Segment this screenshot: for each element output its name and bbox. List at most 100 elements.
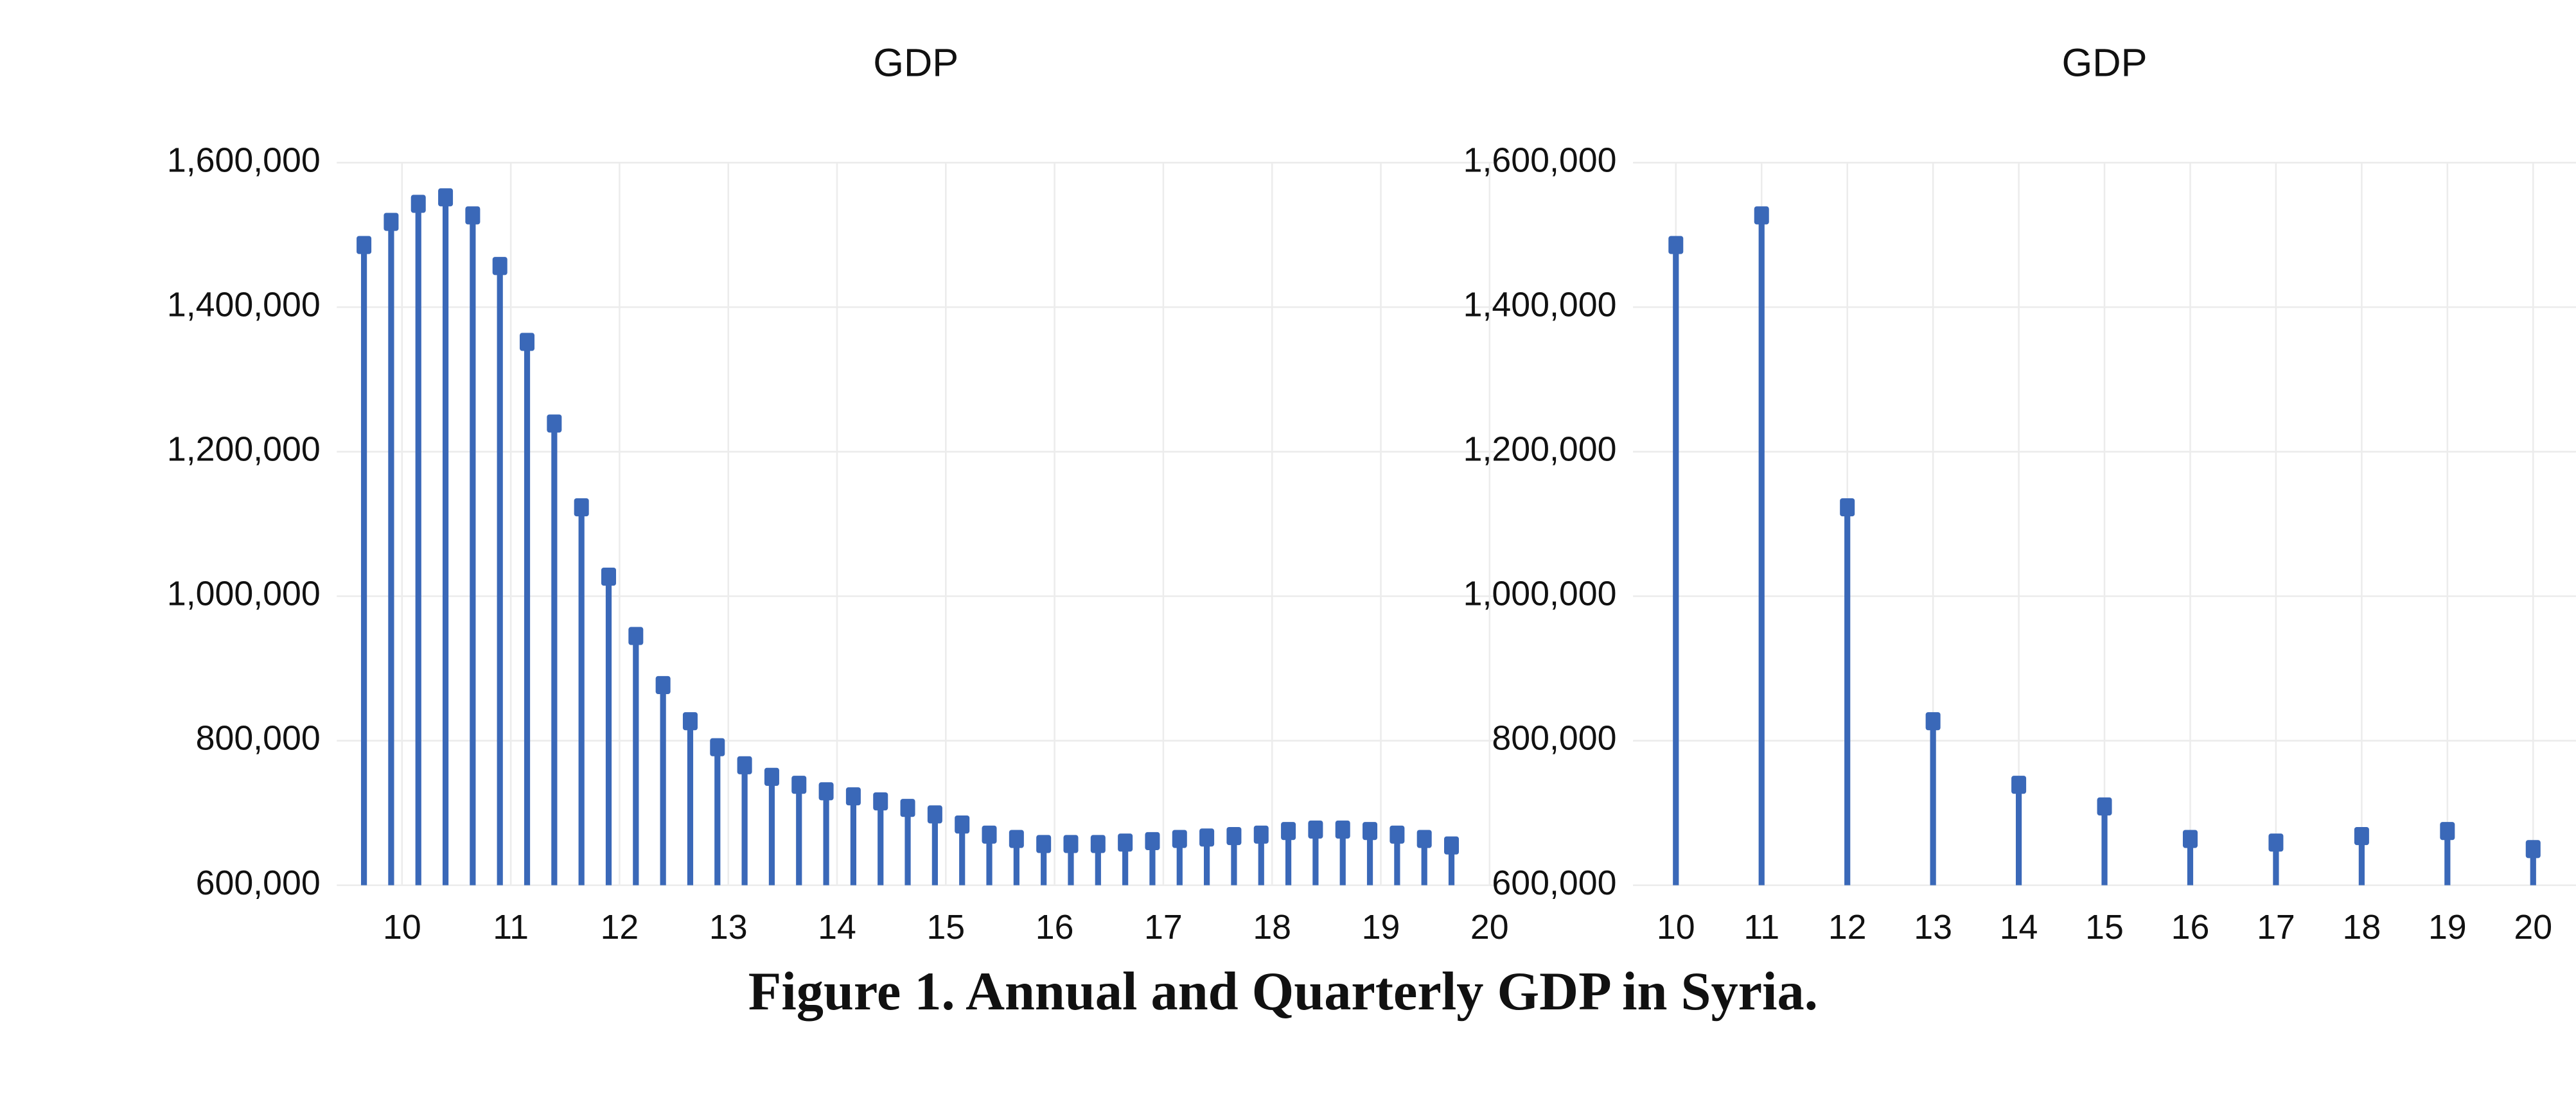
y-tick-label: 600,000: [196, 864, 321, 902]
stem-marker: [1036, 835, 1052, 853]
stem-marker: [465, 206, 481, 225]
stem: [465, 206, 481, 885]
figure-caption: Figure 1. Annual and Quarterly GDP in Sy…: [748, 962, 1818, 1022]
stem-marker: [2182, 830, 2198, 848]
stem-marker: [520, 333, 535, 351]
stem-marker: [1009, 830, 1024, 848]
x-tick-label: 15: [2085, 908, 2124, 946]
x-tick-label: 11: [1743, 908, 1779, 946]
stem-marker: [1281, 822, 1296, 841]
stem-marker: [1416, 830, 1432, 848]
stem: [1754, 206, 1769, 885]
x-tick-label: 15: [926, 908, 965, 946]
stem: [1925, 712, 1941, 885]
stem: [982, 825, 997, 885]
stem-marker: [1172, 830, 1187, 848]
y-tick-label: 1,400,000: [167, 286, 321, 324]
stem: [1036, 835, 1052, 885]
stem: [438, 188, 454, 885]
stem: [2182, 830, 2198, 885]
stem-marker: [1840, 498, 1855, 517]
stem: [628, 627, 644, 885]
x-tick-label: 10: [1657, 908, 1695, 946]
stem-marker: [682, 712, 698, 731]
stem: [900, 799, 915, 885]
stem: [2268, 833, 2284, 885]
y-tick-label: 800,000: [196, 719, 321, 758]
x-tick-label: 19: [2428, 908, 2467, 946]
stem: [1172, 830, 1187, 885]
y-tick-label: 1,600,000: [1463, 141, 1617, 180]
stem-marker: [1308, 820, 1323, 839]
stem-marker: [628, 627, 644, 645]
y-tick-label: 1,000,000: [1463, 575, 1617, 613]
x-tick-label: 17: [1144, 908, 1183, 946]
stem-marker: [1389, 825, 1405, 844]
stem-marker: [900, 799, 915, 817]
chart-title: GDP: [2062, 41, 2148, 85]
stem: [2525, 840, 2541, 885]
stem-marker: [2268, 833, 2284, 852]
chart-title: GDP: [873, 41, 958, 85]
stem: [2440, 822, 2455, 885]
x-tick-label: 11: [493, 908, 529, 946]
x-tick-label: 10: [383, 908, 421, 946]
stem-marker: [1363, 822, 1378, 841]
stem-marker: [2097, 797, 2112, 816]
y-tick-label: 600,000: [1492, 864, 1616, 902]
stem: [682, 712, 698, 885]
stem-marker: [547, 414, 562, 433]
stem: [710, 738, 725, 885]
stem-marker: [492, 257, 507, 275]
stem: [1253, 825, 1269, 885]
stem: [1281, 822, 1296, 885]
stem-marker: [845, 787, 861, 806]
stem-marker: [818, 782, 834, 801]
stem: [492, 257, 507, 885]
stem: [845, 787, 861, 885]
stem-marker: [927, 805, 942, 824]
stem-marker: [1253, 825, 1269, 844]
x-tick-label: 20: [2514, 908, 2552, 946]
stem-marker: [2354, 827, 2369, 846]
stem: [764, 767, 779, 885]
stem: [2011, 776, 2027, 885]
y-tick-label: 1,400,000: [1463, 286, 1617, 324]
stem: [2354, 827, 2369, 885]
x-tick-label: 13: [1914, 908, 1952, 946]
stem-marker: [357, 236, 372, 254]
stem-marker: [384, 213, 399, 231]
stem-marker: [1668, 236, 1684, 254]
stem-marker: [1090, 835, 1106, 853]
stem: [737, 756, 752, 885]
stem: [547, 414, 562, 885]
stem: [1009, 830, 1024, 885]
stem: [1668, 236, 1684, 885]
x-tick-label: 18: [2343, 908, 2381, 946]
stem-marker: [438, 188, 454, 207]
stem-marker: [2011, 776, 2027, 794]
stem-marker: [791, 776, 807, 794]
stem-marker: [764, 767, 779, 786]
stem: [818, 782, 834, 885]
stem-marker: [1118, 833, 1133, 852]
x-tick-label: 17: [2257, 908, 2295, 946]
x-tick-label: 14: [2000, 908, 2038, 946]
stem: [1444, 836, 1460, 885]
stem-marker: [601, 568, 617, 586]
stem: [1308, 820, 1323, 885]
stem: [1118, 833, 1133, 885]
x-tick-label: 13: [709, 908, 748, 946]
stem-marker: [1226, 827, 1242, 846]
stem-marker: [410, 195, 426, 213]
stem-marker: [2440, 822, 2455, 841]
stem-marker: [1444, 836, 1460, 855]
stem: [927, 805, 942, 885]
y-tick-label: 1,000,000: [167, 575, 321, 613]
stem: [520, 333, 535, 885]
x-tick-label: 12: [1828, 908, 1867, 946]
stem: [1389, 825, 1405, 885]
